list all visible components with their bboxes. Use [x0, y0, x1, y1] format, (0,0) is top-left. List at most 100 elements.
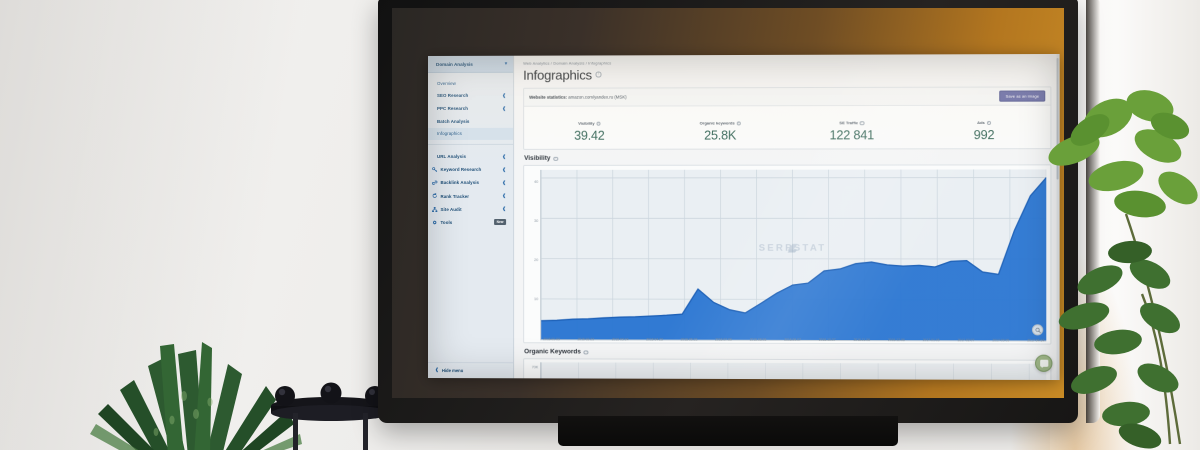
page-title-row: Infographics i — [523, 66, 1051, 83]
sidebar-item-label: Backlink Analysis — [440, 180, 480, 186]
aloe-plant — [60, 286, 320, 450]
metric-label-text: Ads — [977, 120, 985, 126]
chevron-left-icon: ❰ — [502, 166, 507, 172]
metric-se-traffic: SE Traffic i 122 841 — [786, 111, 918, 143]
chevron-left-icon: ❰ — [502, 179, 507, 185]
sidebar-item-keyword-research[interactable]: Keyword Research ❰ — [428, 163, 513, 176]
section-title: Organic Keywords — [524, 348, 581, 356]
sidebar-item-url-analysis[interactable]: URL Analysis ❰ — [428, 150, 513, 163]
metric-visibility: Visibility i 39.42 — [524, 112, 655, 143]
chevron-left-icon: ❰ — [502, 92, 507, 98]
organic-keywords-section: Organic Keywords i 70K — [523, 349, 1052, 381]
sidebar-item-label: Site Audit — [440, 206, 462, 212]
statistics-header-text: Website statistics: amazon.com/yandex.ru… — [529, 94, 626, 99]
x-tick-label: 2016-02-23 — [577, 337, 594, 342]
sidebar-item-rank-tracker[interactable]: Rank Tracker ❰ — [428, 189, 513, 202]
sidebar-item-label: Rank Tracker — [440, 193, 470, 199]
monitor: Domain Analysis ▾ Overview SEO Research … — [378, 0, 1100, 446]
x-tick-label: 2016-11-06 — [853, 338, 870, 343]
wall-shadow — [0, 0, 360, 450]
sidebar-group-primary: Overview SEO Research ❰ PPC Research ❰ — [428, 73, 514, 143]
info-icon[interactable]: i — [553, 156, 558, 161]
gear-icon — [432, 219, 438, 225]
info-icon[interactable]: i — [736, 120, 741, 126]
sidebar-item-overview[interactable]: Overview — [428, 77, 513, 89]
chevron-left-icon: ❰ — [502, 206, 507, 212]
x-tick-label: 2017-01-05 — [922, 338, 940, 343]
y-tick-label: 10 — [534, 297, 539, 302]
x-tick-label: 2016-05-23 — [680, 338, 698, 343]
sidebar-item-label: URL Analysis — [436, 153, 467, 160]
sidebar-item-tools[interactable]: Tools New — [428, 216, 513, 229]
organic-keywords-header: Organic Keywords i — [524, 349, 1051, 357]
info-icon[interactable]: i — [986, 120, 991, 125]
sidebar-item-ppc-research[interactable]: PPC Research ❰ — [428, 102, 513, 115]
serpstat-app-window: Domain Analysis ▾ Overview SEO Research … — [428, 53, 1060, 381]
metric-label-text: Organic keywords — [699, 120, 735, 126]
x-tick-label: 2016-04-23 — [646, 337, 663, 342]
x-tick-label: 2016-10-07 — [818, 338, 836, 343]
chevron-left-icon: ❰ — [434, 367, 439, 373]
x-tick-label: 2016-12-06 — [888, 338, 905, 343]
metric-value: 25.8K — [704, 128, 737, 143]
organic-keywords-chart-card: 70K — [523, 358, 1052, 381]
info-icon[interactable]: i — [596, 120, 601, 126]
sidebar-item-label: Keyword Research — [440, 167, 482, 173]
x-tick-label: 2016-07-09 — [715, 338, 732, 343]
y-tick-label: 70K — [531, 365, 539, 370]
sidebar-item-label: Batch Analysis — [436, 119, 470, 125]
metric-label: Ads i — [977, 120, 991, 125]
monitor-bezel: Domain Analysis ▾ Overview SEO Research … — [378, 0, 1078, 423]
info-icon[interactable]: i — [583, 349, 589, 355]
x-tick-label: 2016-09-07 — [784, 338, 801, 343]
hide-menu-label: Hide menu — [441, 367, 464, 373]
chart-y-axis: 40 30 20 10 — [527, 170, 540, 340]
sidebar-item-backlink-analysis[interactable]: Backlink Analysis ❰ — [428, 176, 513, 189]
info-icon[interactable]: i — [595, 72, 602, 78]
sidebar-header-label: Domain Analysis — [435, 61, 473, 67]
chart-x-axis: 2016-01-03 2016-02-23 2016-03-24 2016-04-23… — [543, 338, 1044, 343]
organic-keywords-plot[interactable] — [540, 362, 1047, 381]
metric-value: 39.42 — [574, 128, 605, 144]
hide-menu-button[interactable]: ❰ Hide menu — [428, 362, 514, 379]
sidebar-divider — [428, 143, 514, 145]
info-icon[interactable]: i — [859, 120, 865, 126]
statistics-label: Website statistics: — [529, 94, 567, 100]
breadcrumb[interactable]: Web Analytics / Domain Analysis / Infogr… — [523, 60, 612, 66]
sitemap-icon — [432, 206, 438, 212]
x-tick-label: 2017-03-09 — [992, 338, 1010, 343]
chevron-left-icon: ❰ — [502, 193, 507, 199]
sidebar-group-secondary: URL Analysis ❰ Keyword Research — [428, 146, 513, 232]
x-tick-label: 2016-03-24 — [611, 337, 629, 342]
visibility-section-header: Visibility i — [524, 155, 1051, 163]
metrics-row: Visibility i 39.42 Organic keywords — [524, 106, 1050, 149]
sidebar-item-site-audit[interactable]: Site Audit ❰ — [428, 203, 513, 216]
metric-label: SE Traffic i — [839, 120, 865, 126]
statistics-domain: amazon.com/yandex.ru (MSK) — [568, 94, 627, 100]
chart-plot-area[interactable]: SERPSTAT — [540, 169, 1047, 342]
sidebar-header[interactable]: Domain Analysis ▾ — [428, 55, 514, 73]
y-tick-label: 20 — [534, 258, 539, 263]
page-title: Infographics — [523, 67, 592, 83]
metric-label: Visibility i — [578, 121, 601, 126]
sidebar-item-label: Tools — [440, 219, 453, 225]
decorative-stand — [265, 366, 397, 450]
section-title: Visibility — [524, 155, 551, 163]
metric-value: 122 841 — [829, 128, 875, 143]
chart-wrapper: 40 30 20 10 SERPSTAT — [527, 169, 1047, 343]
metric-label-text: Visibility — [578, 120, 595, 127]
key-icon — [432, 167, 438, 173]
visibility-chart-card: 40 30 20 10 SERPSTAT — [523, 164, 1052, 345]
sidebar-item-infographics[interactable]: Infographics — [428, 127, 514, 140]
chevron-left-icon: ❰ — [502, 153, 507, 159]
x-tick-label: 2016-01-03 — [543, 337, 560, 342]
tools-new-badge: New — [494, 219, 507, 226]
sidebar-item-seo-research[interactable]: SEO Research ❰ — [428, 89, 513, 102]
monitor-screen: Domain Analysis ▾ Overview SEO Research … — [392, 8, 1064, 398]
sidebar: Domain Analysis ▾ Overview SEO Research … — [428, 55, 515, 379]
zz-plant — [1030, 84, 1200, 450]
metric-organic-keywords: Organic keywords i 25.8K — [655, 112, 786, 144]
sidebar-item-batch-analysis[interactable]: Batch Analysis — [428, 115, 513, 127]
refresh-icon — [432, 193, 438, 199]
